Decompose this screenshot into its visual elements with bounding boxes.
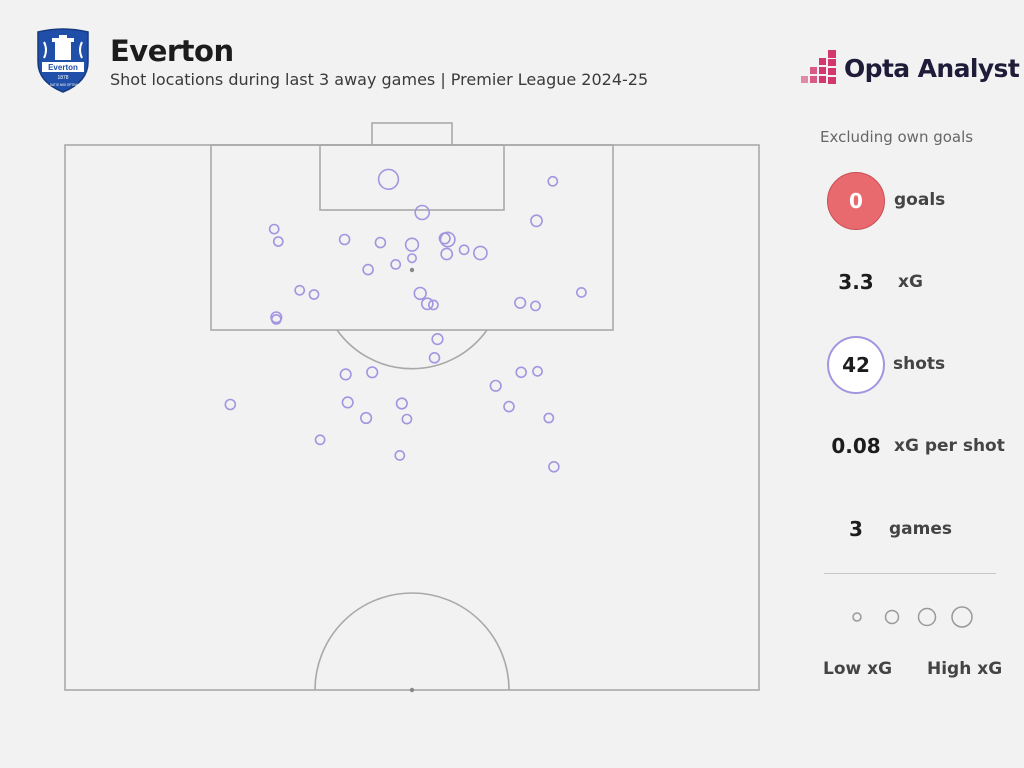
legend-circle-l bbox=[951, 606, 973, 628]
goals-badge: 0 bbox=[827, 172, 885, 230]
stats-divider bbox=[824, 573, 996, 574]
shot-marker bbox=[548, 460, 560, 473]
shots-label: shots bbox=[893, 354, 946, 374]
shot-marker bbox=[314, 434, 326, 446]
shot-marker bbox=[438, 232, 451, 245]
shot-marker bbox=[427, 299, 439, 311]
shot-marker bbox=[514, 296, 527, 309]
shots-badge: 42 bbox=[827, 336, 885, 394]
shot-marker bbox=[431, 333, 444, 346]
page-subtitle: Shot locations during last 3 away games … bbox=[110, 70, 649, 89]
shot-marker bbox=[294, 284, 306, 296]
shots-layer bbox=[224, 168, 587, 473]
shot-marker bbox=[576, 286, 587, 298]
shot-marker bbox=[489, 379, 502, 392]
pitch-lines bbox=[64, 122, 760, 691]
svg-text:NIL SATIS NISI OPTIMUM: NIL SATIS NISI OPTIMUM bbox=[44, 83, 82, 87]
shot-marker bbox=[401, 413, 413, 425]
page-title: Everton bbox=[110, 34, 234, 68]
shot-marker bbox=[366, 366, 379, 379]
games-value: 3 bbox=[849, 517, 863, 541]
shot-marker bbox=[308, 289, 320, 300]
shot-marker bbox=[404, 237, 420, 252]
shot-marker bbox=[360, 411, 373, 425]
shot-marker bbox=[338, 233, 351, 246]
penalty-arc bbox=[336, 329, 488, 370]
shot-marker bbox=[428, 351, 441, 364]
stats-note: Excluding own goals bbox=[820, 128, 974, 146]
xg-size-legend bbox=[852, 606, 973, 628]
shot-marker bbox=[394, 449, 406, 461]
legend-circle-xs bbox=[852, 612, 862, 622]
shot-marker bbox=[270, 313, 282, 325]
games-label: games bbox=[889, 519, 953, 539]
shot-marker bbox=[270, 311, 283, 324]
xg-per-shot-label: xG per shot bbox=[894, 436, 1005, 456]
shot-marker bbox=[268, 223, 280, 235]
opta-logo-icon bbox=[801, 50, 836, 84]
goals-label: goals bbox=[894, 190, 946, 210]
legend-circle-s bbox=[884, 609, 900, 625]
penalty-spot bbox=[409, 267, 415, 273]
legend-low-label: Low xG bbox=[823, 659, 893, 679]
goal bbox=[371, 122, 453, 146]
xg-per-shot-value: 0.08 bbox=[831, 434, 881, 458]
shot-marker bbox=[374, 236, 387, 249]
shot-marker bbox=[390, 258, 402, 270]
legend-high-label: High xG bbox=[927, 659, 1003, 679]
shot-marker bbox=[547, 175, 559, 187]
shot-marker bbox=[515, 366, 528, 379]
shot-marker bbox=[532, 365, 543, 377]
shot-marker bbox=[530, 300, 541, 312]
shot-marker bbox=[420, 297, 434, 311]
shot-marker bbox=[472, 245, 488, 261]
centre-circle bbox=[314, 592, 510, 691]
xg-label: xG bbox=[898, 272, 923, 292]
shot-marker bbox=[395, 397, 408, 410]
shot-marker bbox=[224, 398, 237, 411]
shot-marker bbox=[503, 400, 515, 413]
centre-spot bbox=[409, 687, 415, 693]
shot-marker bbox=[406, 253, 417, 264]
xg-value: 3.3 bbox=[838, 270, 874, 294]
legend-circle-m bbox=[917, 607, 937, 627]
svg-text:Everton: Everton bbox=[48, 63, 78, 72]
brand-name: Opta Analyst bbox=[844, 54, 1020, 83]
svg-text:1878: 1878 bbox=[57, 75, 68, 81]
shot-marker bbox=[413, 286, 427, 301]
shot-marker bbox=[458, 244, 470, 256]
shot-marker bbox=[543, 412, 555, 424]
shot-marker bbox=[339, 368, 352, 381]
shot-marker bbox=[440, 247, 454, 261]
six-yard-box bbox=[319, 144, 505, 211]
shot-marker bbox=[377, 168, 400, 191]
shot-marker bbox=[439, 231, 456, 248]
shot-marker bbox=[414, 204, 431, 221]
shot-marker bbox=[530, 214, 543, 228]
shot-marker bbox=[341, 396, 354, 409]
everton-crest-logo: Everton 1878 NIL SATIS NISI OPTIMUM bbox=[37, 28, 89, 93]
shot-marker bbox=[272, 236, 284, 247]
shot-marker bbox=[362, 263, 374, 276]
